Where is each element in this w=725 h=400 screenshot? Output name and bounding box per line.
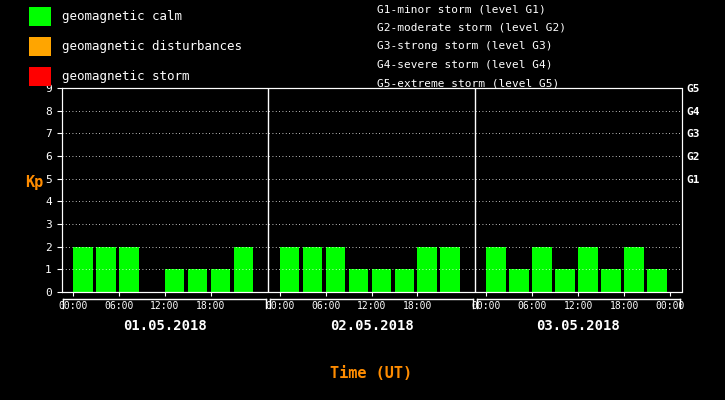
Bar bbox=[555, 269, 575, 292]
Bar bbox=[579, 247, 597, 292]
Bar bbox=[303, 247, 322, 292]
Text: G4-severe storm (level G4): G4-severe storm (level G4) bbox=[377, 60, 552, 70]
Text: geomagnetic disturbances: geomagnetic disturbances bbox=[62, 40, 241, 53]
Text: 01.05.2018: 01.05.2018 bbox=[123, 318, 207, 333]
Bar bbox=[486, 247, 506, 292]
Bar bbox=[280, 247, 299, 292]
Bar bbox=[601, 269, 621, 292]
Bar bbox=[624, 247, 644, 292]
Bar bbox=[188, 269, 207, 292]
Y-axis label: Kp: Kp bbox=[25, 175, 44, 190]
Bar bbox=[440, 247, 460, 292]
Bar bbox=[418, 247, 437, 292]
Text: G2-moderate storm (level G2): G2-moderate storm (level G2) bbox=[377, 23, 566, 33]
Bar bbox=[371, 269, 391, 292]
Text: geomagnetic calm: geomagnetic calm bbox=[62, 10, 182, 23]
Text: geomagnetic storm: geomagnetic storm bbox=[62, 70, 189, 83]
Bar bbox=[165, 269, 184, 292]
Bar bbox=[394, 269, 414, 292]
Text: 02.05.2018: 02.05.2018 bbox=[330, 318, 413, 333]
Bar bbox=[211, 269, 231, 292]
Bar bbox=[349, 269, 368, 292]
Bar bbox=[29, 37, 51, 56]
Bar bbox=[532, 247, 552, 292]
Bar bbox=[73, 247, 93, 292]
Text: G1-minor storm (level G1): G1-minor storm (level G1) bbox=[377, 4, 546, 14]
Bar bbox=[647, 269, 666, 292]
Bar bbox=[326, 247, 345, 292]
Text: G3-strong storm (level G3): G3-strong storm (level G3) bbox=[377, 41, 552, 51]
Bar bbox=[119, 247, 138, 292]
Bar bbox=[29, 67, 51, 86]
Bar bbox=[233, 247, 253, 292]
Bar bbox=[29, 7, 51, 26]
Bar bbox=[509, 269, 529, 292]
Bar bbox=[96, 247, 115, 292]
Text: Time (UT): Time (UT) bbox=[331, 366, 413, 382]
Text: 03.05.2018: 03.05.2018 bbox=[536, 318, 620, 333]
Text: G5-extreme storm (level G5): G5-extreme storm (level G5) bbox=[377, 78, 559, 88]
